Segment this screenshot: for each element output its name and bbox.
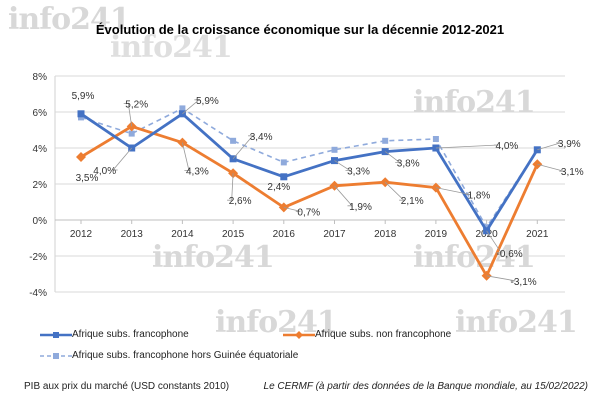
data-point bbox=[331, 146, 338, 153]
x-tick-label: 2016 bbox=[273, 229, 296, 240]
data-label: 3,4% bbox=[250, 132, 273, 143]
y-tick-label: 8% bbox=[33, 72, 48, 83]
leader-line bbox=[486, 230, 502, 254]
data-point bbox=[483, 224, 490, 231]
x-tick-label: 2019 bbox=[425, 229, 448, 240]
x-tick-label: 2014 bbox=[171, 229, 194, 240]
x-tick-label: 2017 bbox=[323, 229, 346, 240]
data-label: 3,5% bbox=[76, 173, 99, 184]
leader-line bbox=[384, 181, 405, 201]
leader-line bbox=[486, 275, 516, 282]
watermark: info241 bbox=[152, 240, 275, 275]
legend-label: Afrique subs. francophone bbox=[72, 329, 189, 340]
data-label: 5,2% bbox=[125, 99, 148, 110]
data-point bbox=[78, 114, 84, 121]
data-label: 1,8% bbox=[468, 191, 491, 202]
y-tick-label: -4% bbox=[29, 288, 47, 299]
leader-line bbox=[182, 99, 201, 115]
y-tick-label: -2% bbox=[29, 252, 47, 263]
data-point bbox=[128, 130, 135, 137]
legend-label: Afrique subs. non francophone bbox=[315, 329, 452, 340]
data-label: 5,9% bbox=[196, 96, 219, 107]
x-tick-label: 2013 bbox=[121, 229, 144, 240]
watermark: info241 bbox=[8, 2, 131, 37]
x-tick-label: 2021 bbox=[526, 229, 549, 240]
data-point bbox=[382, 137, 389, 144]
x-tick-label: 2015 bbox=[222, 229, 245, 240]
leader-line bbox=[384, 151, 401, 164]
legend-item-francophone: Afrique subs. francophone bbox=[40, 329, 189, 340]
leader-line bbox=[182, 142, 190, 172]
leader-line bbox=[232, 135, 254, 160]
legend-label: Afrique subs. francophone hors Guinée éq… bbox=[72, 350, 299, 361]
leader-line bbox=[227, 173, 234, 201]
footer-source: Le CERMF (à partir des données de la Ban… bbox=[263, 381, 588, 392]
data-label: 3,8% bbox=[397, 159, 420, 170]
legend-swatch-orange bbox=[283, 330, 315, 339]
leader-line bbox=[334, 185, 353, 207]
y-tick-label: 2% bbox=[33, 180, 48, 191]
leader-line bbox=[112, 147, 133, 171]
data-label: 4,3% bbox=[186, 167, 209, 178]
data-label: -0,6% bbox=[497, 249, 523, 260]
data-point bbox=[179, 105, 186, 112]
series-line-2 bbox=[80, 107, 538, 228]
data-point bbox=[76, 152, 86, 162]
y-tick-label: 6% bbox=[33, 108, 48, 119]
chart-title: Évolution de la croissance économique su… bbox=[95, 22, 505, 37]
y-tick-label: 0% bbox=[33, 216, 48, 227]
watermark: info241 bbox=[455, 305, 578, 340]
leader-line bbox=[537, 142, 562, 151]
watermark: info241 bbox=[413, 85, 536, 120]
x-tick-label: 2018 bbox=[374, 229, 397, 240]
data-label: 4,0% bbox=[496, 141, 519, 152]
y-tick-label: 4% bbox=[33, 144, 48, 155]
data-label: 3,9% bbox=[558, 139, 581, 150]
leader-line bbox=[334, 160, 352, 172]
leader-line bbox=[123, 103, 133, 127]
data-label: 2,6% bbox=[229, 196, 252, 207]
legend-swatch-solid-blue bbox=[40, 331, 72, 338]
watermark: info241 bbox=[110, 30, 233, 65]
data-point bbox=[280, 159, 287, 166]
leader-line bbox=[435, 187, 471, 196]
data-label: 4,0% bbox=[93, 166, 116, 177]
leader-line bbox=[283, 207, 301, 212]
x-tick-label: 2012 bbox=[70, 229, 93, 240]
data-point bbox=[280, 173, 288, 181]
leader-line bbox=[435, 144, 499, 149]
legend-item-non-francophone: Afrique subs. non francophone bbox=[283, 329, 451, 340]
footer-note: PIB aux prix du marché (USD constants 20… bbox=[24, 381, 230, 392]
leader-line bbox=[537, 163, 565, 172]
series-line-0 bbox=[80, 112, 539, 233]
series-line-1 bbox=[80, 125, 539, 278]
data-point bbox=[230, 137, 237, 144]
data-point bbox=[432, 136, 439, 142]
data-label: 3,3% bbox=[347, 167, 370, 178]
legend-item-hors-guinee: Afrique subs. francophone hors Guinée éq… bbox=[40, 350, 298, 361]
watermark: info241 bbox=[215, 305, 338, 340]
data-label: 2,4% bbox=[267, 182, 290, 193]
data-label: 1,9% bbox=[349, 202, 372, 213]
watermark: info241 bbox=[413, 240, 536, 275]
legend-swatch-dashed bbox=[40, 352, 72, 359]
data-label: 5,9% bbox=[72, 91, 95, 102]
data-label: 2,1% bbox=[401, 196, 424, 207]
data-point bbox=[77, 110, 85, 118]
x-tick-label: 2020 bbox=[475, 229, 498, 240]
data-label: 3,1% bbox=[561, 167, 584, 178]
data-label: -3,1% bbox=[511, 277, 537, 288]
data-label: 0,7% bbox=[297, 207, 320, 218]
